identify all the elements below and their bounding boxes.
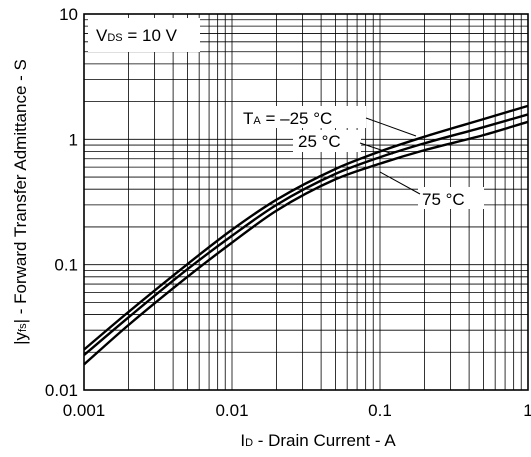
y-tick-label: 10: [59, 5, 78, 24]
series-group: [83, 104, 529, 366]
y-tick-label: 0.01: [45, 381, 78, 400]
annotation-neg25-subscript: A: [253, 115, 261, 127]
leader-neg25: [365, 117, 417, 137]
leader-25: [359, 142, 394, 155]
annotation-box-neg25: [238, 106, 366, 128]
condition-symbol: V: [96, 26, 108, 45]
y-axis-text: | - Forward Transfer Admittance - S: [11, 59, 30, 323]
leader-75: [379, 171, 421, 195]
y-axis-title: |yfs| - Forward Transfer Admittance - S: [11, 59, 30, 345]
x-tick-label: 1: [523, 401, 531, 420]
y-axis-prefix: |y: [11, 331, 30, 344]
annotation-25: 25 °C: [298, 132, 341, 151]
series-line-25c: [83, 113, 529, 356]
x-tick-label: 0.01: [215, 401, 248, 420]
series-annotations: TA = –25 °C 25 °C 75 °C: [238, 106, 484, 209]
condition-box: [88, 18, 200, 52]
plot-frame: [83, 13, 529, 391]
y-tick-label: 0.1: [54, 256, 78, 275]
x-axis-title: ID - Drain Current - A: [240, 431, 396, 450]
x-tick-label: 0.001: [63, 401, 106, 420]
x-axis-text: - Drain Current - A: [253, 431, 396, 450]
annotation-neg25: TA = –25 °C: [243, 109, 332, 128]
series-line-75c: [83, 120, 529, 366]
x-axis-symbol: I: [240, 431, 245, 450]
annotation-box-75: [418, 187, 484, 209]
annotation-neg25-symbol: T: [243, 109, 253, 128]
condition-label: VDS = 10 V: [96, 26, 178, 45]
condition-subscript: DS: [107, 32, 122, 44]
y-axis-subscript: fs: [17, 323, 29, 332]
series-line-neg25c: [83, 104, 529, 351]
annotation-neg25-value: = –25 °C: [261, 109, 333, 128]
x-axis-subscript: D: [245, 437, 253, 449]
annotation-box-25: [293, 130, 361, 152]
x-tick-label: 0.1: [368, 401, 392, 420]
y-tick-label: 1: [69, 130, 78, 149]
annotation-75: 75 °C: [422, 190, 465, 209]
condition-value: = 10 V: [123, 26, 178, 45]
